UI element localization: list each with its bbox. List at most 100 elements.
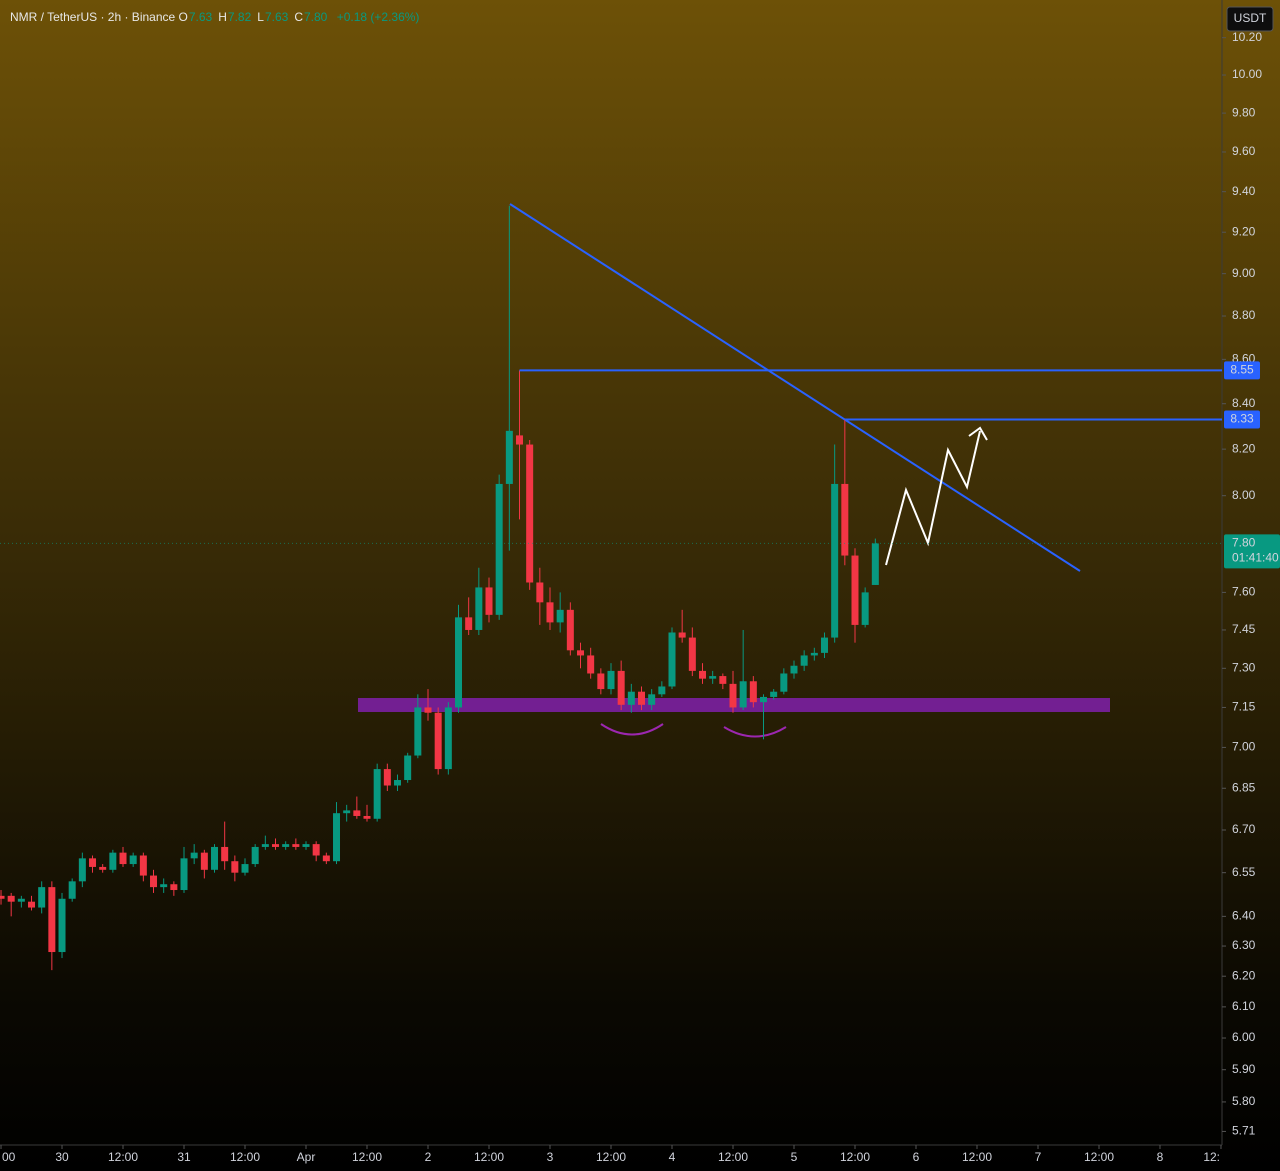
y-tick-label: 10.00	[1232, 67, 1262, 81]
currency-box	[1226, 6, 1274, 32]
candle-body	[302, 844, 310, 847]
candle-body	[526, 444, 534, 583]
x-tick-label: 12:00	[108, 1150, 138, 1164]
candle-body	[394, 780, 402, 786]
candle-body	[200, 852, 208, 870]
x-tick-label: 2	[425, 1150, 432, 1164]
candle-body	[658, 686, 666, 695]
candle-body	[577, 650, 585, 656]
candle-body	[78, 858, 86, 882]
candle-body	[556, 609, 564, 623]
candle-body	[150, 875, 158, 888]
x-tick-label: 4	[669, 1150, 676, 1164]
ohlc-key: O	[178, 10, 188, 24]
candle-body	[343, 810, 351, 814]
candle-body	[607, 670, 615, 690]
candle-body	[89, 858, 97, 867]
candle-body	[648, 694, 656, 705]
candle-body	[211, 846, 219, 870]
axes: 10.2010.009.809.609.409.209.008.808.608.…	[0, 30, 1280, 1164]
symbol-title: NMR / TetherUS · 2h · Binance	[10, 10, 176, 24]
bottom-curve	[600, 723, 664, 736]
trendline	[509, 203, 1081, 572]
x-tick-label: 12:00	[1084, 1150, 1114, 1164]
candle-body	[780, 673, 788, 692]
candle-body	[272, 844, 280, 847]
y-tick-label: 5.90	[1232, 1062, 1256, 1076]
y-tick-label: 8.80	[1232, 308, 1256, 322]
x-tick-label: 6	[913, 1150, 920, 1164]
ohlc-value: 7.63	[188, 10, 213, 24]
candle-body	[139, 855, 147, 876]
candles	[0, 205, 879, 971]
candle-body	[597, 673, 605, 690]
candle-body	[383, 769, 391, 786]
candle-body	[739, 681, 747, 708]
y-tick-label: 6.40	[1232, 909, 1256, 923]
candle-body	[190, 852, 198, 859]
candle-body	[292, 844, 300, 847]
candle-body	[373, 769, 381, 819]
candle-body	[129, 855, 137, 865]
price-change: +0.18 (+2.36%)	[336, 10, 420, 24]
candle-body	[221, 846, 229, 862]
candle-body	[424, 707, 432, 713]
candle-body	[749, 681, 757, 703]
y-tick-label: 6.85	[1232, 780, 1256, 794]
candle-body	[322, 855, 330, 862]
y-tick-label: 9.20	[1232, 224, 1256, 238]
y-tick-label: 7.60	[1232, 585, 1256, 599]
candle-body	[709, 676, 717, 679]
candle-body	[698, 670, 706, 679]
candle-body	[546, 602, 554, 623]
candle-body	[851, 555, 859, 625]
y-tick-label: 6.00	[1232, 1030, 1256, 1044]
candle-body	[485, 587, 493, 615]
candle-body	[333, 813, 341, 862]
price-label-box	[1224, 361, 1260, 380]
candle-body	[312, 844, 320, 856]
candle-body	[160, 884, 168, 888]
x-tick-label: 12:00	[962, 1150, 992, 1164]
x-tick-label: 7	[1035, 1150, 1042, 1164]
candle-body	[729, 683, 737, 708]
y-tick-label: 8.20	[1232, 441, 1256, 455]
y-tick-label: 6.10	[1232, 999, 1256, 1013]
ohlc-key: C	[294, 10, 303, 24]
last-price-label: 7.80	[1232, 536, 1256, 550]
y-tick-label: 5.71	[1232, 1124, 1256, 1138]
candle-body	[790, 665, 798, 674]
candle-body	[770, 691, 778, 697]
candle-body	[719, 676, 727, 684]
candle-body	[516, 435, 524, 445]
x-tick-label: 12:00	[718, 1150, 748, 1164]
candle-body	[414, 707, 422, 756]
x-tick-label: 12:00	[840, 1150, 870, 1164]
candle-body	[363, 815, 371, 819]
x-tick-label: 12:	[1203, 1150, 1220, 1164]
y-tick-label: 5.80	[1232, 1094, 1256, 1108]
candle-body	[241, 864, 249, 873]
candle-body	[495, 483, 503, 615]
candle-body	[871, 543, 879, 585]
price-label: 8.55	[1230, 363, 1254, 377]
x-tick-label: 5	[791, 1150, 798, 1164]
candle-body	[455, 617, 463, 708]
y-tick-label: 9.60	[1232, 144, 1256, 158]
x-tick-label: 12:00	[596, 1150, 626, 1164]
candle-body	[475, 587, 483, 630]
y-tick-label: 9.00	[1232, 266, 1256, 280]
candle-body	[38, 887, 46, 908]
candle-body	[0, 895, 5, 899]
y-tick-label: 6.70	[1232, 822, 1256, 836]
y-tick-label: 7.45	[1232, 622, 1256, 636]
candle-body	[505, 430, 513, 484]
y-tick-label: 10.20	[1232, 30, 1262, 44]
price-label: 8.33	[1230, 412, 1254, 426]
y-tick-label: 9.40	[1232, 184, 1256, 198]
candle-body	[820, 637, 828, 653]
candle-body	[251, 846, 259, 865]
candle-body	[841, 483, 849, 556]
candle-body	[831, 483, 839, 638]
